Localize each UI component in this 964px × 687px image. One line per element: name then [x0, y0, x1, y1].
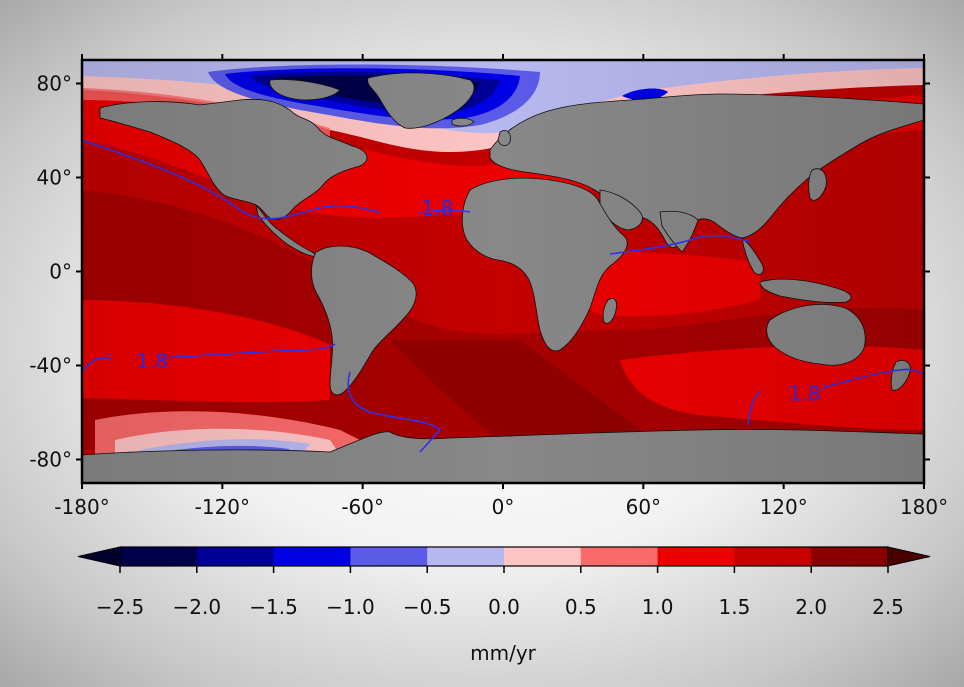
x-tick-label: 180°: [900, 495, 948, 519]
colorbar-segment: [811, 547, 889, 566]
colorbar-segment: [657, 547, 735, 566]
colorbar-unit-label: mm/yr: [470, 641, 537, 665]
x-tick-label: 0°: [492, 495, 515, 519]
colorbar-segment: [427, 547, 505, 566]
x-tick-label: -180°: [54, 495, 109, 519]
colorbar-segment: [734, 547, 812, 566]
colorbar-tick-label: 2.5: [872, 595, 904, 619]
colorbar-segment: [504, 547, 582, 566]
y-tick-label: -40°: [29, 354, 72, 378]
y-tick-label: 80°: [37, 72, 72, 96]
y-tick-label: 0°: [49, 260, 72, 284]
colorbar-segment: [580, 547, 659, 566]
y-tick-label: -80°: [29, 448, 72, 472]
y-tick-label: 40°: [37, 166, 72, 190]
colorbar-tick-label: −1.5: [249, 595, 298, 619]
contour-label: 1.8: [789, 382, 821, 406]
colorbar-tick-label: −2.0: [173, 595, 222, 619]
contour-label: 1.8: [422, 196, 454, 220]
colorbar-tick-label: −1.0: [326, 595, 375, 619]
colorbar-segment: [350, 547, 428, 566]
colorbar: −2.5 −2.0 −1.5 −1.0 −0.5 0.0 0.5 1.0 1.5 2.0 2.5: [77, 546, 931, 619]
x-tick-label: -60°: [341, 495, 384, 519]
world-map: [82, 60, 924, 483]
colorbar-tick-label: 0.5: [565, 595, 597, 619]
contour-label: 1.8: [136, 349, 168, 373]
colorbar-tick-label: 2.0: [795, 595, 827, 619]
colorbar-under-extend: [77, 546, 121, 567]
colorbar-tick-label: 0.0: [488, 595, 520, 619]
colorbar-segment: [120, 547, 198, 566]
colorbar-tick-label: −0.5: [403, 595, 452, 619]
colorbar-segment: [196, 547, 275, 566]
uk-islands: [497, 130, 511, 146]
longitude-axis: -180° -120° -60° 0° 60° 120° 180°: [54, 54, 948, 519]
x-tick-label: -120°: [195, 495, 250, 519]
colorbar-tick-label: 1.5: [718, 595, 750, 619]
colorbar-tick-label: −2.5: [96, 595, 145, 619]
x-tick-label: 120°: [760, 495, 808, 519]
x-tick-label: 60°: [626, 495, 661, 519]
colorbar-over-extend: [887, 546, 931, 567]
latitude-axis: 80° 40° 0° -40° -80°: [29, 72, 930, 472]
contour-labels: 1.8 1.8 1.8: [136, 196, 820, 406]
colorbar-tick-label: 1.0: [642, 595, 674, 619]
colorbar-segment: [273, 547, 351, 566]
